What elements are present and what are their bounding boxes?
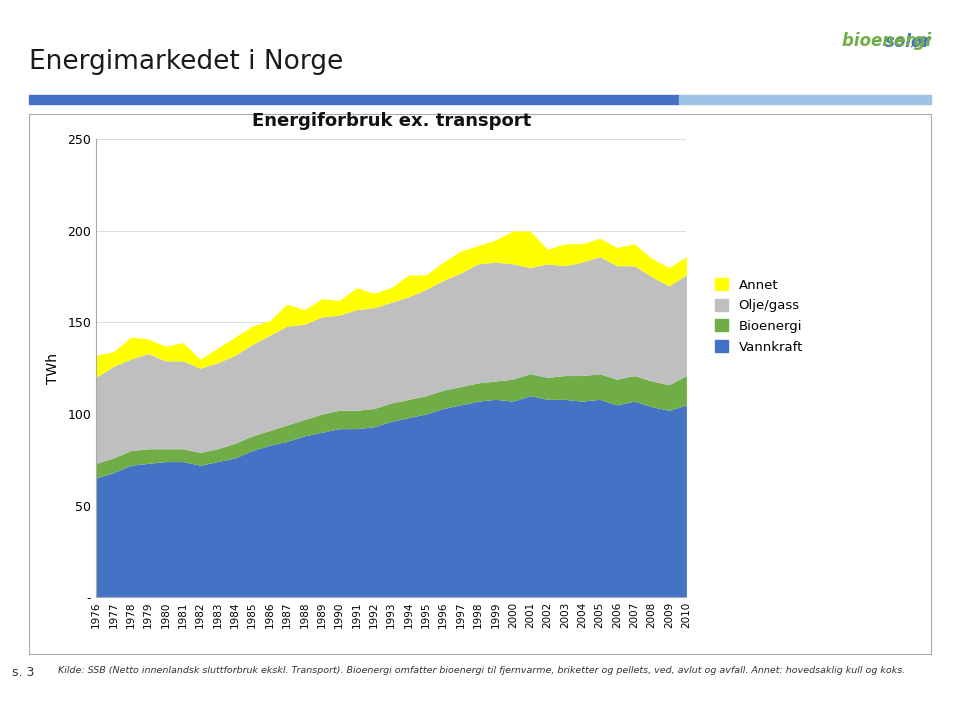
Y-axis label: TWh: TWh (46, 352, 60, 384)
Text: bioenergi: bioenergi (796, 32, 931, 50)
Bar (679, 95, 931, 104)
Text: Energimarkedet i Norge: Energimarkedet i Norge (29, 49, 343, 75)
Title: Energiforbruk ex. transport: Energiforbruk ex. transport (252, 112, 531, 129)
Legend: Annet, Olje/gass, Bioenergi, Vannkraft: Annet, Olje/gass, Bioenergi, Vannkraft (710, 274, 806, 358)
Bar (29, 95, 679, 104)
Text: Kilde: SSB (Netto innenlandsk sluttforbruk ekskl. Transport). Bioenergi omfatter: Kilde: SSB (Netto innenlandsk sluttforbr… (58, 666, 905, 676)
Text: s. 3: s. 3 (12, 666, 34, 679)
Text: solør: solør (884, 32, 931, 50)
